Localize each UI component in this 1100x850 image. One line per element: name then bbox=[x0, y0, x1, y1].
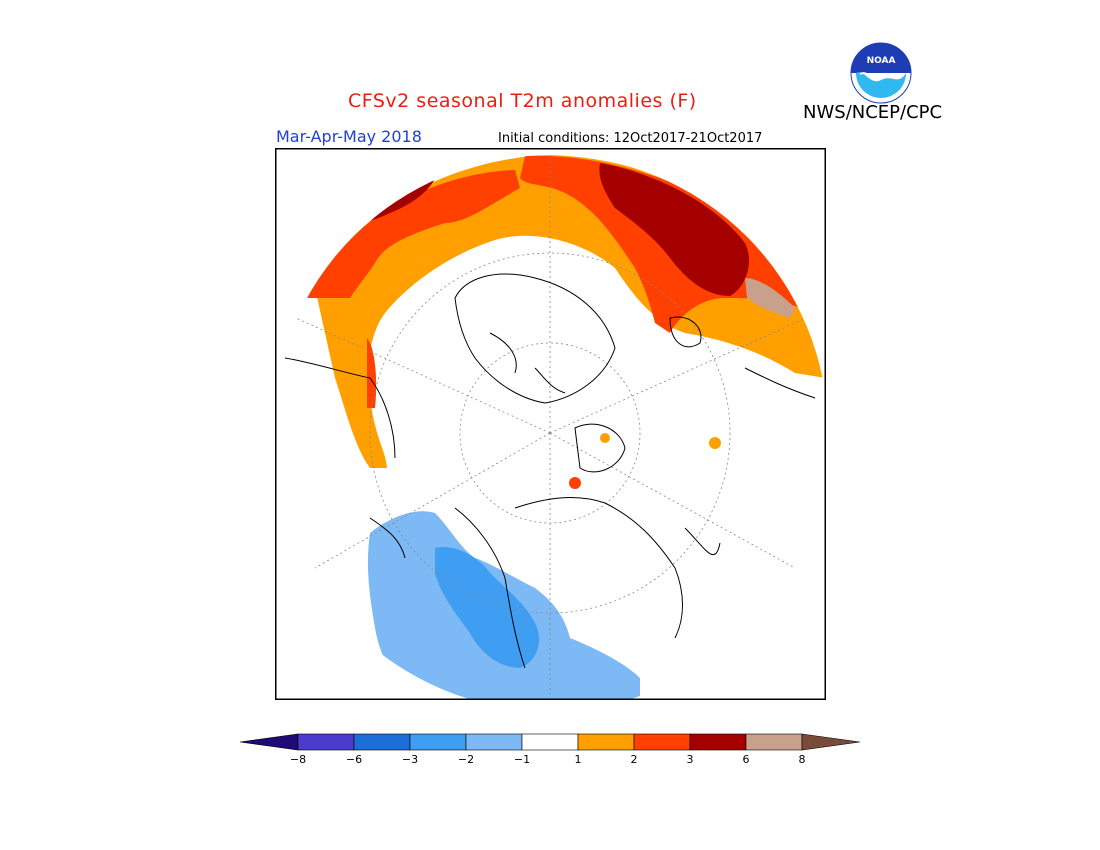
anomaly-region-red bbox=[367, 338, 377, 408]
colorbar-bin bbox=[521, 733, 579, 751]
colorbar-bin bbox=[689, 733, 747, 751]
colorbar-tick-label: −1 bbox=[513, 753, 531, 766]
colorbar-tick-label: 6 bbox=[742, 753, 750, 766]
season-label: Mar-Apr-May 2018 bbox=[276, 127, 422, 146]
anomaly-spot bbox=[569, 477, 581, 489]
colorbar-bin bbox=[633, 733, 691, 751]
colorbar-arrow-low bbox=[240, 733, 299, 751]
map-graticule bbox=[295, 155, 807, 700]
anomaly-region-tan bbox=[745, 278, 795, 318]
colorbar-tick-label: 2 bbox=[630, 753, 638, 766]
anomaly-region-darkred bbox=[599, 163, 750, 296]
anomaly-spot bbox=[709, 437, 721, 449]
colorbar-tick-label: 1 bbox=[574, 753, 582, 766]
colorbar-arrow-high bbox=[801, 733, 861, 751]
colorbar-tick-label: −8 bbox=[289, 753, 307, 766]
initial-conditions-label: Initial conditions: 12Oct2017-21Oct2017 bbox=[498, 131, 763, 146]
colorbar-bin bbox=[353, 733, 411, 751]
noaa-logo-text: NOAA bbox=[867, 56, 896, 66]
colorbar-bin bbox=[465, 733, 523, 751]
coastlines bbox=[284, 273, 816, 669]
colorbar-tick-label: −2 bbox=[457, 753, 475, 766]
agency-label: NWS/NCEP/CPC bbox=[803, 102, 943, 123]
colorbar-bin bbox=[409, 733, 467, 751]
colorbar-tick-label: 3 bbox=[686, 753, 694, 766]
colorbar-bin bbox=[297, 733, 355, 751]
anomaly-map bbox=[275, 148, 826, 700]
noaa-logo: NOAA bbox=[850, 42, 912, 104]
colorbar bbox=[240, 733, 861, 751]
anomaly-region-blue bbox=[435, 547, 540, 668]
anomaly-region-red bbox=[305, 170, 520, 298]
colorbar-bin bbox=[745, 733, 803, 751]
colorbar-tick-label: −3 bbox=[401, 753, 419, 766]
map-title: CFSv2 seasonal T2m anomalies (F) bbox=[348, 90, 697, 112]
colorbar-tick-label: −6 bbox=[345, 753, 363, 766]
colorbar-bin bbox=[577, 733, 635, 751]
colorbar-tick-label: 8 bbox=[798, 753, 806, 766]
anomaly-spot bbox=[600, 433, 610, 443]
